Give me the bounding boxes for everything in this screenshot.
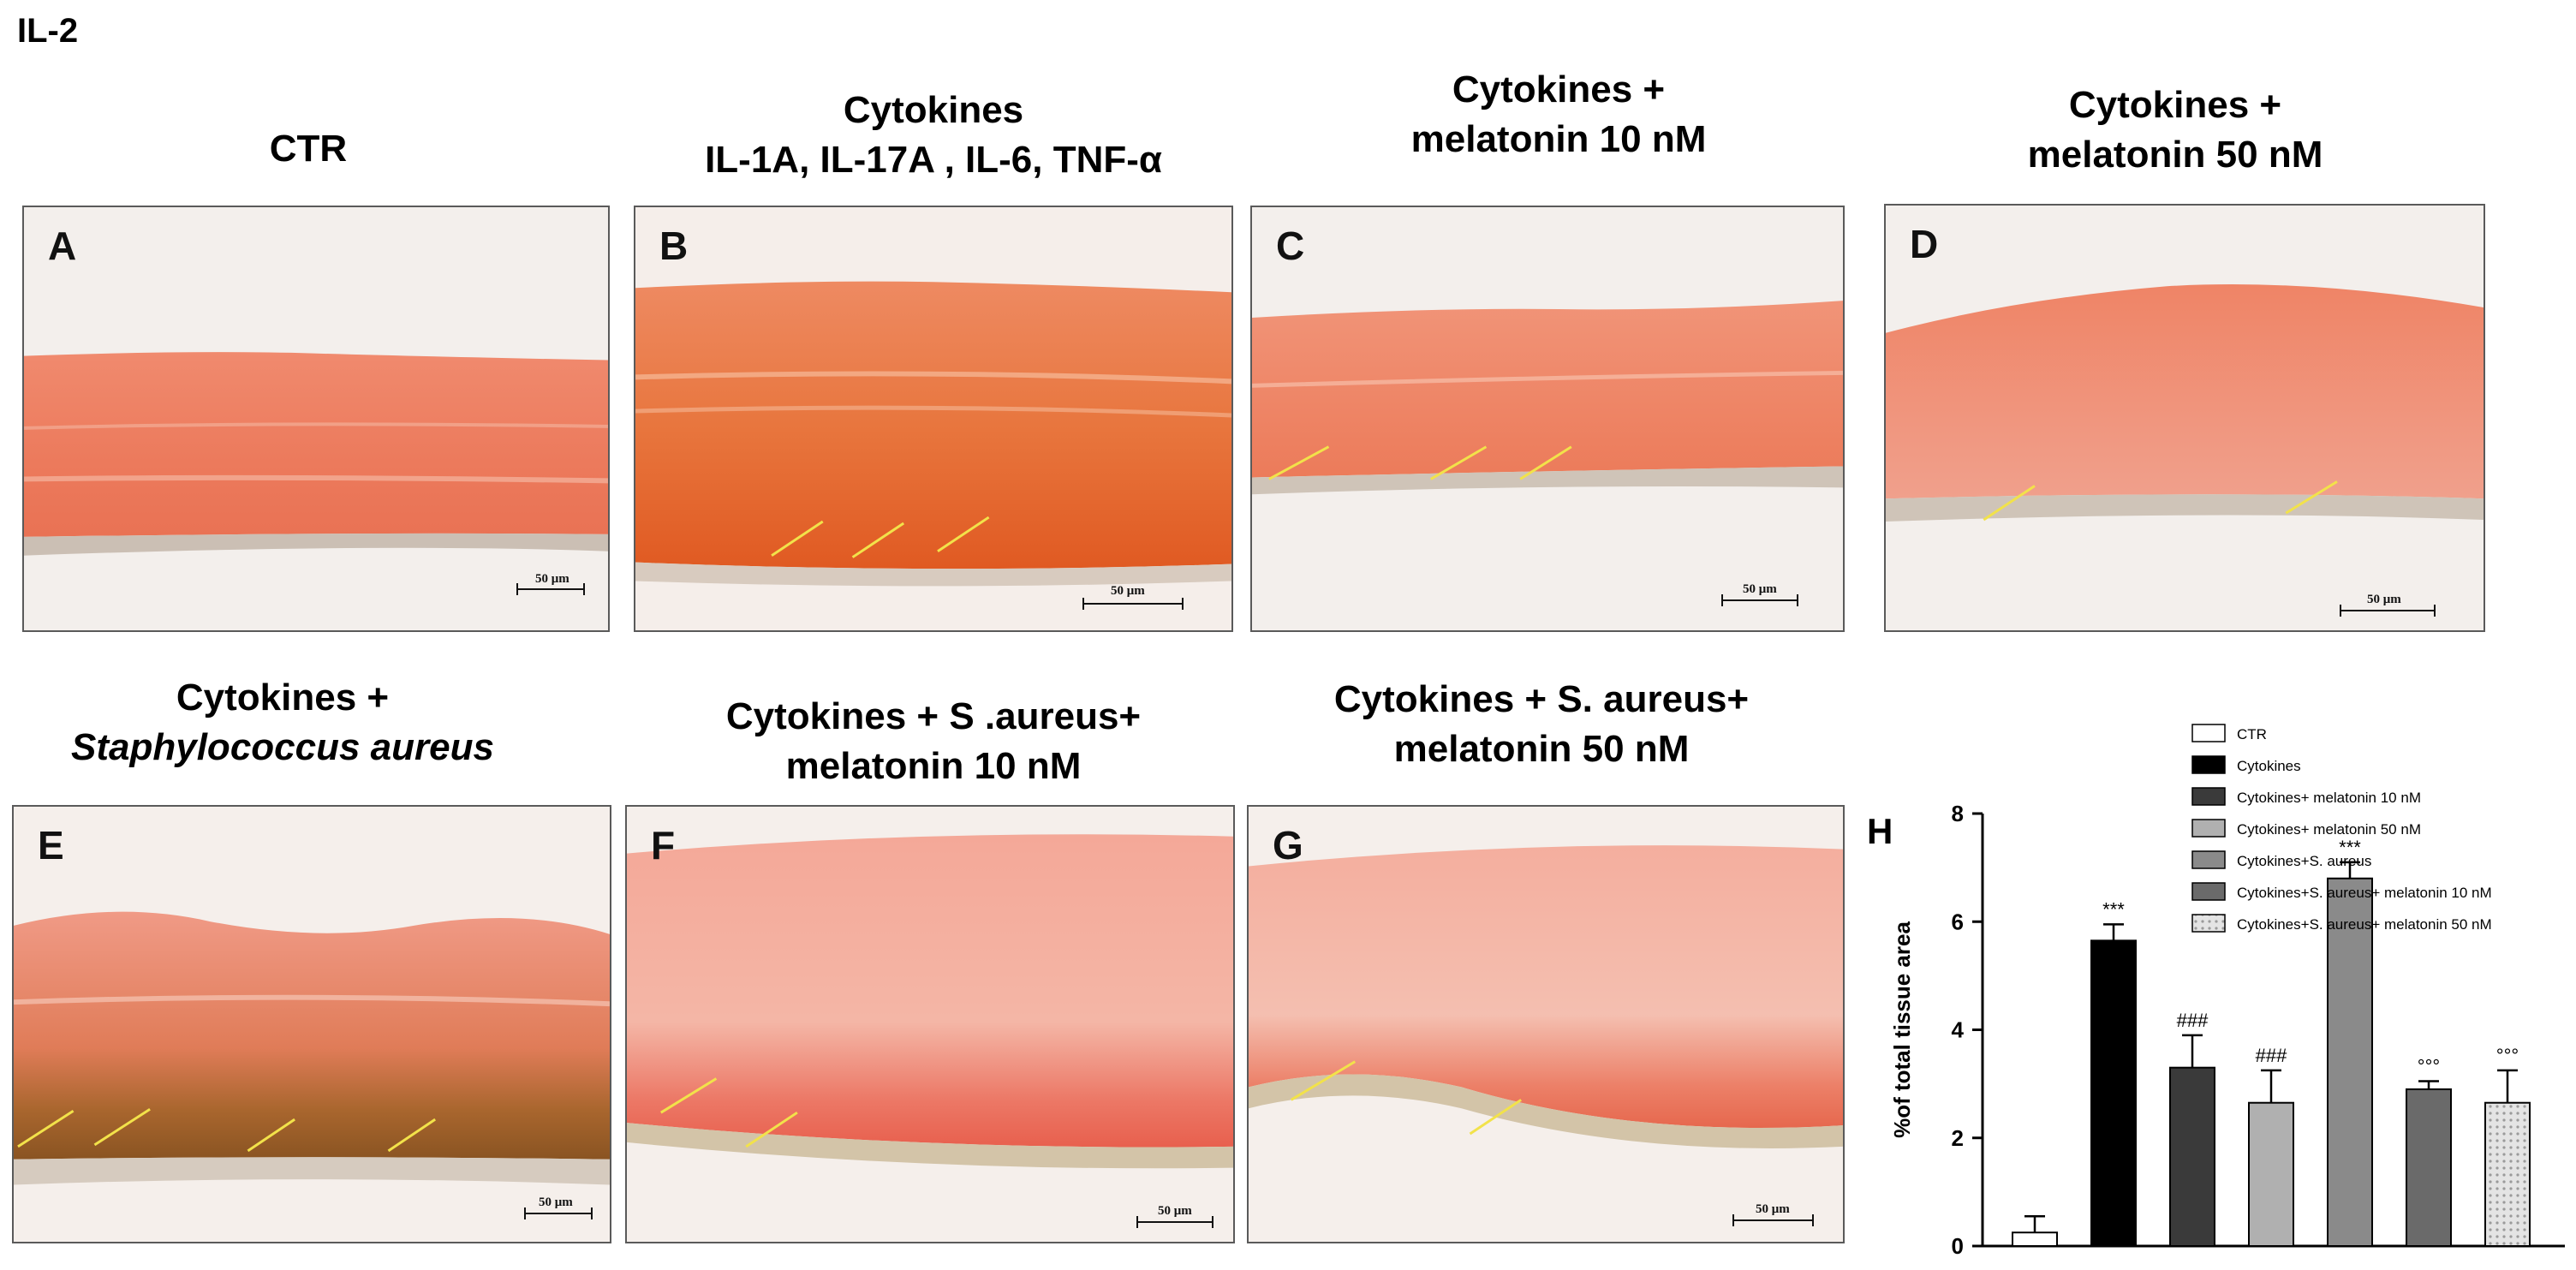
panel-e-letter: E <box>38 823 64 868</box>
bar <box>2090 939 2137 1247</box>
y-tick-label: 0 <box>1952 1233 1964 1259</box>
panel-b-title-line-1: Cytokines <box>843 89 1024 131</box>
micrograph-g-image <box>1249 807 1843 1242</box>
panel-h-letter: H <box>1867 811 1893 851</box>
scale-bar-f <box>1136 1216 1213 1228</box>
panel-e-title-line-2: Staphylococcus aureus <box>71 726 494 768</box>
significance-label: ### <box>2177 1010 2209 1031</box>
y-tick-label: 2 <box>1952 1125 1964 1151</box>
legend-swatch <box>2191 787 2226 806</box>
panel-g-title: Cytokines + S. aureus+ melatonin 50 nM <box>1276 675 1807 774</box>
legend-swatch <box>2191 850 2226 869</box>
panel-e-title-line-1: Cytokines + <box>176 677 390 718</box>
micrograph-panel-a: A 50 μm <box>22 206 610 632</box>
micrograph-f-image <box>627 807 1233 1242</box>
scale-label-c: 50 μm <box>1743 582 1777 596</box>
scale-bar-a <box>516 583 585 595</box>
micrograph-panel-g: G 50 μm <box>1247 805 1845 1243</box>
bar <box>2248 1101 2294 1247</box>
bar-chart-h: H 0 2 4 6 8 %of total tissue area *** ### ### *** °… <box>1867 724 2565 1259</box>
legend-label: Cytokines+ melatonin 10 nM <box>2237 790 2421 806</box>
panel-e-title: Cytokines + Staphylococcus aureus <box>51 673 514 772</box>
panel-g-letter: G <box>1273 823 1303 868</box>
legend-swatch <box>2191 914 2226 933</box>
panel-f-letter: F <box>651 823 676 868</box>
micrograph-c-image <box>1252 207 1843 630</box>
figure-label: IL-2 <box>17 12 79 50</box>
significance-label: °°° <box>2496 1045 2519 1066</box>
legend-swatch <box>2191 724 2226 742</box>
scale-label-a: 50 μm <box>535 572 569 586</box>
scale-label-g: 50 μm <box>1756 1202 1790 1216</box>
legend-swatch <box>2191 819 2226 838</box>
panel-f-title-line-2: melatonin 10 nM <box>785 745 1082 787</box>
panel-f-title: Cytokines + S .aureus+ melatonin 10 nM <box>659 692 1208 791</box>
legend-swatch <box>2191 755 2226 774</box>
bar <box>2169 1066 2215 1247</box>
panel-b-title: Cytokines IL-1A, IL-17A , IL-6, TNF-α <box>634 86 1233 185</box>
panel-d-letter: D <box>1910 222 1939 266</box>
panel-g-title-line-1: Cytokines + S. aureus+ <box>1333 678 1750 720</box>
panel-b-title-line-2: IL-1A, IL-17A , IL-6, TNF-α <box>705 139 1162 181</box>
significance-label: °°° <box>2418 1055 2440 1076</box>
bar <box>2406 1088 2452 1247</box>
panel-c-letter: C <box>1276 224 1305 268</box>
y-axis-label: %of total tissue area <box>1889 921 1915 1138</box>
micrograph-panel-e: E 50 μm <box>12 805 611 1243</box>
legend-swatch <box>2191 882 2226 901</box>
scale-bar-g <box>1732 1214 1814 1226</box>
legend-label: Cytokines+S. aureus <box>2237 853 2371 869</box>
micrograph-d-image <box>1886 206 2484 630</box>
micrograph-a-image <box>24 207 608 630</box>
significance-label: *** <box>2339 837 2361 858</box>
legend-label: CTR <box>2237 726 2267 742</box>
micrograph-b-image <box>635 207 1231 630</box>
panel-a-letter: A <box>48 224 77 268</box>
panel-g-title-line-2: melatonin 50 nM <box>1393 728 1690 770</box>
panel-d-title-line-1: Cytokines + <box>2068 84 2282 126</box>
scale-bar-e <box>524 1207 593 1219</box>
micrograph-panel-f: F 50 μm <box>625 805 1235 1243</box>
micrograph-panel-c: C 50 μm <box>1250 206 1845 632</box>
panel-d-title-line-2: melatonin 50 nM <box>2027 134 2323 176</box>
micrograph-panel-b: B 50 μm <box>634 206 1233 632</box>
scale-label-d: 50 μm <box>2367 593 2401 606</box>
micrograph-e-image <box>14 807 610 1242</box>
legend-label: Cytokines+S. aureus+ melatonin 50 nM <box>2237 916 2492 933</box>
panel-a-title: CTR <box>223 124 394 174</box>
y-tick-label: 6 <box>1952 909 1964 934</box>
bar <box>2012 1231 2058 1247</box>
bar <box>2327 877 2373 1247</box>
scale-bar-c <box>1721 594 1798 606</box>
y-tick-label: 4 <box>1952 1017 1965 1043</box>
scale-label-f: 50 μm <box>1158 1204 1192 1218</box>
panel-d-title: Cytokines + melatonin 50 nM <box>1961 80 2389 180</box>
panel-b-letter: B <box>659 224 689 268</box>
significance-label: *** <box>2102 898 2125 920</box>
micrograph-panel-d: D 50 μm <box>1884 204 2485 632</box>
scale-bar-d <box>2340 605 2436 617</box>
bar <box>2484 1101 2531 1247</box>
panel-a-title-line-1: CTR <box>269 128 348 170</box>
legend-label: Cytokines+ melatonin 50 nM <box>2237 821 2421 838</box>
scale-label-e: 50 μm <box>539 1195 573 1209</box>
panel-c-title-line-1: Cytokines + <box>1452 69 1666 110</box>
scale-bar-b <box>1082 598 1184 610</box>
significance-label: ### <box>2256 1045 2287 1066</box>
y-tick-label: 8 <box>1952 801 1964 826</box>
scale-label-b: 50 μm <box>1111 584 1145 598</box>
panel-f-title-line-1: Cytokines + S .aureus+ <box>725 695 1142 737</box>
panel-c-title: Cytokines + melatonin 10 nM <box>1345 65 1773 164</box>
legend-label: Cytokines+S. aureus+ melatonin 10 nM <box>2237 885 2492 901</box>
legend-label: Cytokines <box>2237 758 2301 774</box>
panel-c-title-line-2: melatonin 10 nM <box>1410 118 1707 160</box>
